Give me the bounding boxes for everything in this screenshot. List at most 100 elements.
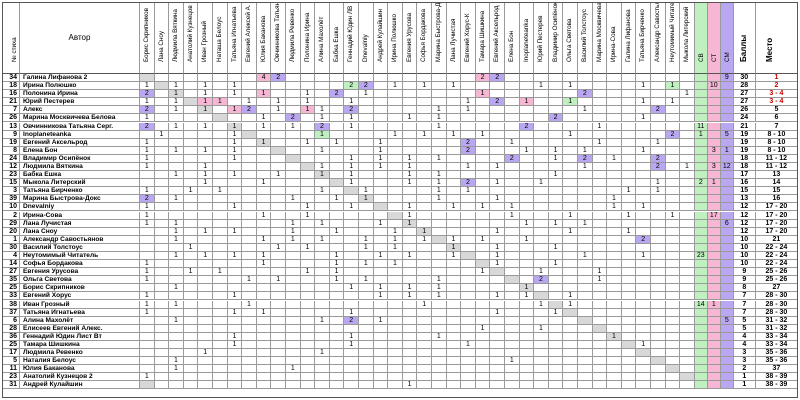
row-number: 28 [2,324,20,333]
vote-cell [680,300,695,309]
vote-cell [592,235,608,244]
vote-cell [359,227,374,236]
vote-cell [286,332,301,341]
vote-cell [271,211,286,220]
vote-cell [402,82,418,91]
vote-cell [256,292,272,301]
header-juror: Inoplaneteanka [519,2,535,74]
vote-cell: 1 [665,98,681,107]
vote-cell: 1 [563,211,578,220]
vote-cell [198,300,213,309]
vote-cell [359,251,374,260]
header-juror: Татьяна Бирченко [636,2,651,74]
vote-cell: 1 [256,122,272,131]
vote-cell [169,332,184,341]
vote-cell [548,227,564,236]
vote-cell: 1 [227,203,243,212]
vote-cell: 2 [271,74,286,82]
vote-cell [300,332,316,341]
vote-cell [621,316,637,325]
row-number: 23 [2,373,20,382]
vote-cell: 1 [373,138,389,147]
vote-cell [475,171,491,180]
vote-cell [578,324,593,333]
vote-cell [563,268,578,277]
vote-cell [198,154,213,163]
row-place: 28 - 30 [755,300,798,309]
vote-cell [286,130,301,139]
row-sv: 2 [694,179,708,188]
vote-cell [621,146,637,155]
vote-cell [563,219,578,228]
vote-cell [227,98,243,107]
vote-cell [621,276,637,285]
vote-cell [680,349,695,358]
row-st: 1 [707,300,721,309]
header-juror-name: Софья Бордакова [420,9,428,62]
row-points: 10 [733,251,756,260]
vote-cell [300,74,316,82]
vote-cell: 1 [402,171,418,180]
vote-cell [607,365,622,374]
vote-cell [315,284,330,293]
vote-cell [636,122,651,131]
vote-cell: 1 [607,332,622,341]
vote-cell [388,340,403,349]
vote-cell [578,227,593,236]
vote-cell [315,381,330,390]
vote-cell [621,292,637,301]
vote-cell [417,332,432,341]
vote-cell [242,316,257,325]
vote-cell [578,332,593,341]
vote-cell: 1 [169,357,184,366]
vote-cell [578,179,593,188]
vote-cell [534,349,549,358]
vote-cell: 1 [227,138,243,147]
vote-cell [315,154,330,163]
vote-cell [329,171,345,180]
vote-cell: 1 [227,146,243,155]
vote-cell [519,357,535,366]
vote-cell [388,324,403,333]
vote-cell [665,219,681,228]
row-sm [720,340,734,349]
vote-cell: 1 [169,146,184,155]
vote-cell [140,357,155,366]
vote-cell [227,235,243,244]
row-sm [720,349,734,358]
vote-cell [592,195,608,204]
vote-cell [183,373,199,382]
vote-cell [256,332,272,341]
row-number: 1 [2,235,20,244]
vote-cell [621,90,637,99]
vote-cell [519,74,535,82]
vote-cell [621,162,637,171]
vote-cell [373,114,389,123]
vote-cell [154,106,170,115]
vote-cell [592,130,608,139]
vote-cell [636,219,651,228]
vote-cell [680,219,695,228]
vote-cell [154,251,170,260]
row-sv [694,90,708,99]
vote-cell: 1 [242,300,257,309]
vote-cell [154,211,170,220]
vote-cell [680,187,695,196]
vote-cell [213,211,228,220]
vote-cell [417,308,432,317]
vote-cell [417,146,432,155]
vote-cell [373,357,389,366]
vote-cell: 2 [534,276,549,285]
row-author: Ольга Светова [20,276,140,285]
vote-cell [417,251,432,260]
vote-cell [432,365,447,374]
row-place: 15 [755,187,798,196]
vote-cell [417,373,432,382]
vote-cell [607,146,622,155]
vote-cell: 1 [519,292,535,301]
row-st [707,219,721,228]
vote-cell [519,162,535,171]
vote-cell: 2 [651,106,666,115]
vote-cell [213,203,228,212]
vote-cell [329,146,345,155]
